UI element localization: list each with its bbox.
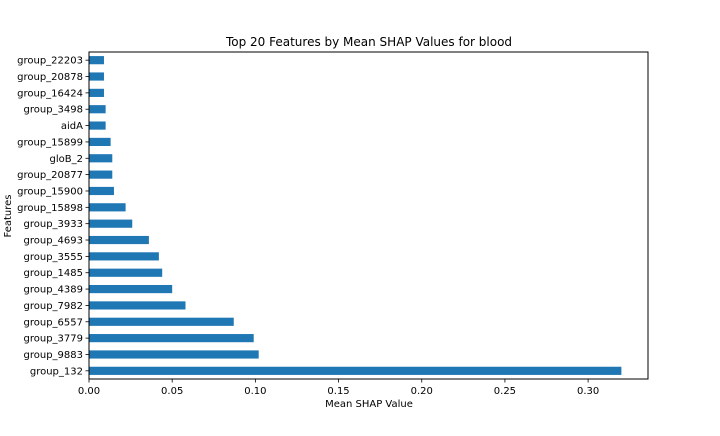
- bar-group-3498: [89, 105, 106, 114]
- y-tick-label: group_6557: [24, 317, 84, 328]
- bar-group-3779: [89, 334, 254, 343]
- bar-group-6557: [89, 317, 234, 326]
- y-tick-label: group_20877: [17, 170, 83, 181]
- chart-title: Top 20 Features by Mean SHAP Values for …: [225, 35, 512, 49]
- x-tick-label: 0.05: [161, 386, 183, 397]
- bar-group-7982: [89, 301, 186, 310]
- x-axis-title: Mean SHAP Value: [325, 399, 413, 410]
- x-tick-label: 0.20: [411, 386, 433, 397]
- bar-group-4389: [89, 284, 173, 294]
- y-tick-label: group_15900: [17, 186, 83, 197]
- bar-group-22203: [89, 56, 104, 65]
- bar-glob-2: [89, 154, 113, 163]
- bar-group-15898: [89, 203, 126, 212]
- bar-group-3555: [89, 252, 159, 261]
- bar-group-15899: [89, 137, 111, 147]
- x-axis-ticks: 0.00 0.05 0.10 0.15 0.20 0.25 0.30: [78, 379, 599, 397]
- bar-group-4693: [89, 235, 149, 245]
- y-tick-label: group_3779: [24, 334, 84, 345]
- y-tick-label: group_3933: [24, 219, 84, 230]
- x-tick-label: 0.25: [494, 386, 516, 397]
- x-tick-label: 0.00: [78, 386, 100, 397]
- bar-group-9883: [89, 350, 259, 359]
- plot-frame: [88, 51, 649, 380]
- bar-aida: [89, 121, 106, 130]
- y-tick-label: aidA: [61, 121, 83, 132]
- y-axis-ticks: group_132 group_9883 group_3779 group_6557 g…: [17, 56, 89, 377]
- y-tick-label: group_1485: [24, 268, 84, 279]
- bar-group-20877: [89, 170, 113, 179]
- bars-group: [89, 56, 622, 375]
- x-tick-label: 0.10: [244, 386, 266, 397]
- y-tick-label: gloB_2: [50, 154, 83, 165]
- bar-group-3933: [89, 219, 133, 228]
- y-axis-title: Features: [3, 195, 14, 238]
- bar-group-132: [89, 366, 622, 375]
- x-tick-label: 0.30: [577, 386, 599, 397]
- x-tick-label: 0.15: [327, 386, 349, 397]
- bar-group-16424: [89, 88, 104, 97]
- y-tick-label: group_3498: [24, 105, 84, 116]
- y-tick-label: group_7982: [24, 301, 84, 312]
- y-tick-label: group_15898: [17, 203, 83, 214]
- y-tick-label: group_22203: [17, 56, 83, 67]
- y-tick-label: group_20878: [17, 72, 83, 83]
- y-tick-label: group_15899: [17, 137, 83, 148]
- y-tick-label: group_16424: [17, 88, 83, 99]
- y-tick-label: group_4389: [24, 285, 84, 296]
- y-tick-label: group_4693: [24, 236, 84, 247]
- y-tick-label: group_9883: [24, 350, 84, 361]
- bar-group-15900: [89, 186, 114, 196]
- bar-group-1485: [89, 268, 163, 277]
- y-tick-label: group_3555: [24, 252, 84, 263]
- y-tick-label: group_132: [30, 366, 83, 377]
- bar-group-20878: [89, 72, 104, 81]
